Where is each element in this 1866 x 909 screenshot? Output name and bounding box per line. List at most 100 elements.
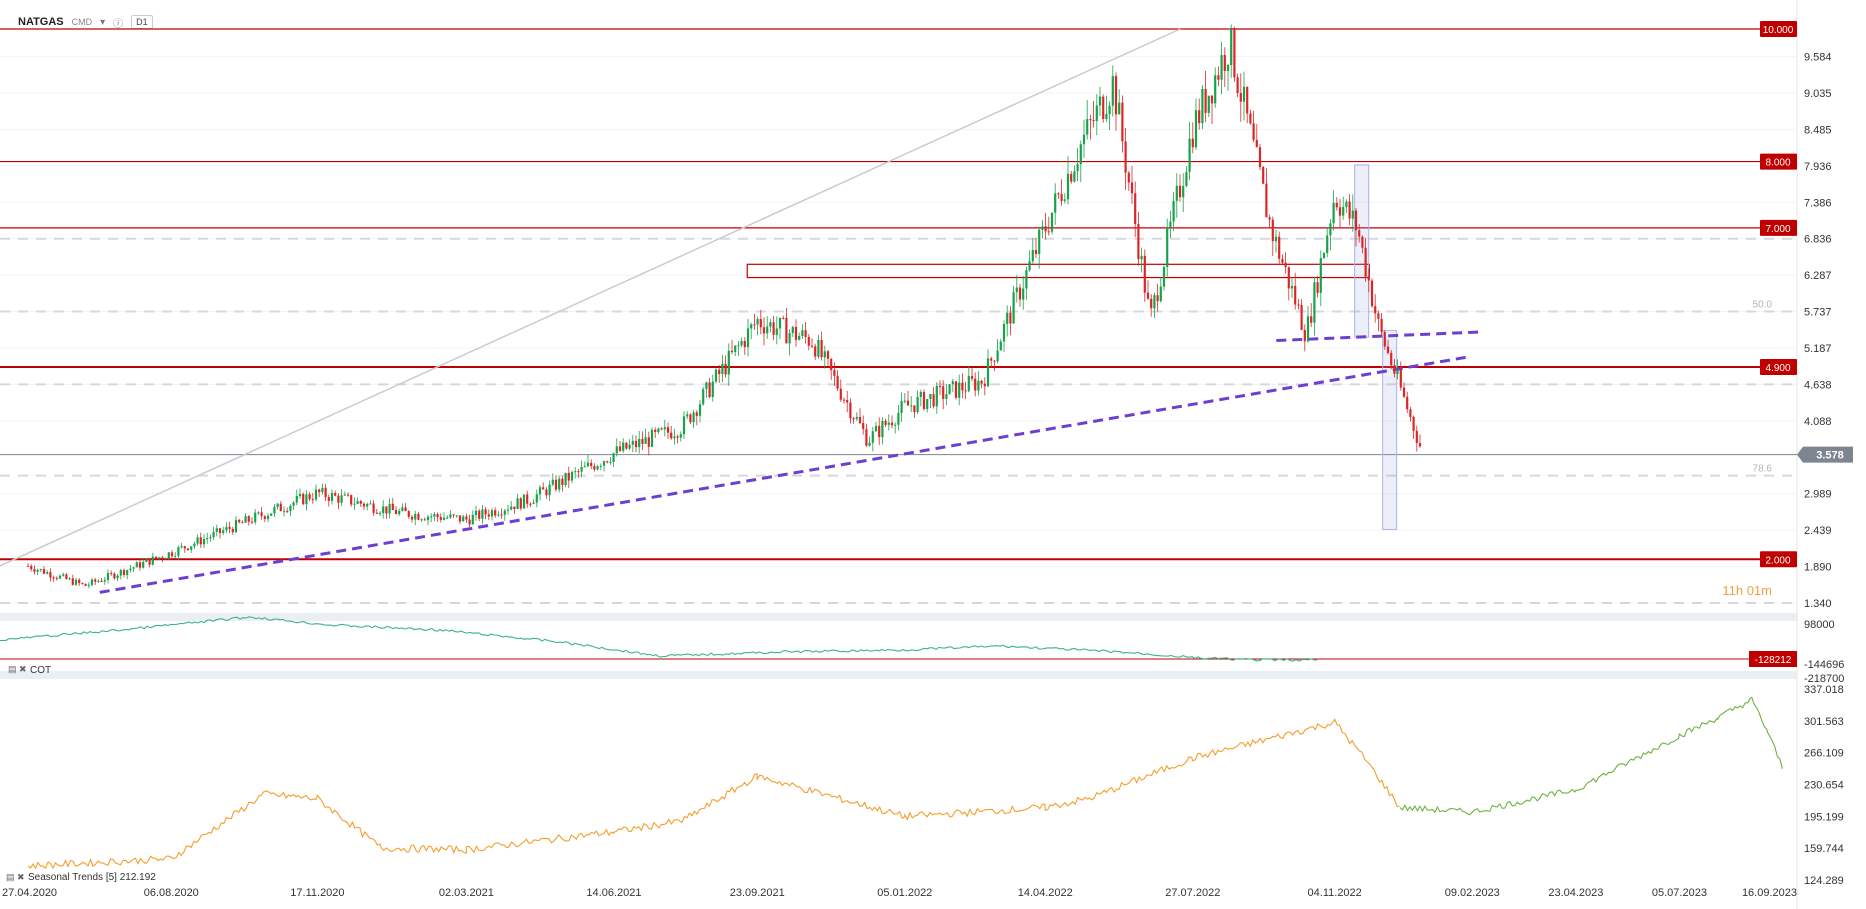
candle-body	[497, 514, 500, 516]
pane-divider	[0, 613, 1797, 621]
indicator-2-tick-label: 266.109	[1804, 748, 1844, 760]
candle-body	[1098, 96, 1102, 106]
candle-body	[1201, 88, 1204, 124]
candle-body	[938, 386, 942, 388]
candle-body	[970, 376, 974, 379]
time-tick-label: 05.01.2022	[877, 887, 932, 899]
candle-body	[529, 503, 532, 505]
time-tick-label: 23.04.2023	[1548, 887, 1603, 899]
candle-body	[535, 494, 538, 503]
candle-body	[1255, 139, 1258, 148]
candle-body	[580, 466, 583, 472]
candle-body	[663, 427, 666, 430]
candle-body	[273, 507, 276, 514]
candle-body	[286, 511, 289, 513]
candle-body	[676, 436, 679, 438]
candle-body	[740, 340, 743, 346]
candle-body	[260, 512, 263, 517]
candle-body	[266, 515, 270, 520]
candle-body	[1188, 138, 1191, 172]
candle-body	[852, 418, 855, 420]
candle-body	[263, 516, 266, 520]
candle-body	[327, 497, 330, 501]
candle-body	[1342, 207, 1345, 216]
candle-body	[1025, 270, 1028, 289]
candle-body	[1172, 200, 1175, 222]
seasonal-trend-line	[1399, 696, 1783, 816]
candle-body	[734, 345, 737, 353]
candle-body	[506, 509, 510, 511]
candle-body	[897, 412, 900, 425]
candle-body	[958, 382, 961, 398]
candle-body	[887, 422, 890, 425]
instrument-type-label: CMD	[71, 17, 93, 27]
candle-body	[1412, 416, 1415, 431]
candle-body	[778, 317, 782, 329]
candle-body	[167, 552, 170, 559]
candle-body	[449, 514, 452, 518]
level-tag	[1760, 219, 1797, 236]
candle-body	[164, 558, 167, 560]
price-tick-label: 7.386	[1804, 197, 1832, 209]
candle-body	[1258, 147, 1262, 168]
candle-body	[1178, 185, 1182, 198]
candle-body	[1329, 223, 1332, 236]
candle-body	[1364, 247, 1367, 277]
current-price-tag	[1797, 446, 1853, 463]
candle-body	[1281, 258, 1284, 263]
candle-body	[1249, 113, 1252, 124]
candle-body	[868, 442, 871, 446]
candle-body	[650, 429, 654, 447]
candle-body	[170, 552, 174, 557]
candle-body	[638, 438, 641, 448]
candle-body	[967, 376, 970, 392]
candle-body	[1210, 95, 1214, 104]
candle-body	[202, 538, 206, 545]
info-icon[interactable]: ⓘ	[113, 18, 124, 30]
candle-body	[126, 570, 129, 575]
candle-body	[1022, 288, 1025, 300]
indicator-controls-icon: ▤ ✖	[8, 664, 27, 674]
candle-body	[430, 516, 433, 518]
candle-body	[394, 509, 398, 515]
symbol-label[interactable]: NATGAS	[18, 16, 64, 28]
indicator-2-tick-label: 230.654	[1804, 779, 1844, 791]
candle-body	[1214, 75, 1217, 104]
candle-body	[977, 380, 980, 391]
indicator-1-level-label: -128212	[1755, 655, 1792, 666]
candle-body	[462, 516, 465, 522]
candle-body	[215, 528, 218, 532]
pane-divider	[0, 671, 1797, 679]
candle-body	[878, 425, 881, 438]
candle-body	[26, 565, 30, 567]
resistance-zone	[746, 263, 1370, 279]
candle-body	[1162, 266, 1166, 287]
candle-body	[1348, 201, 1351, 219]
candle-body	[654, 429, 657, 433]
candle-body	[890, 422, 894, 426]
candle-body	[1361, 236, 1364, 248]
chevron-down-icon[interactable]: ▾	[100, 16, 106, 28]
candle-body	[1012, 292, 1015, 324]
candle-body	[1332, 202, 1335, 224]
candle-body	[1345, 201, 1348, 208]
candle-body	[471, 514, 474, 525]
price-tick-label: 2.439	[1804, 525, 1832, 537]
candle-body	[1303, 329, 1306, 342]
candle-body	[839, 388, 842, 400]
indicator-2-tick-label: 159.744	[1804, 843, 1844, 855]
candle-body	[900, 401, 903, 413]
candle-body	[279, 503, 282, 512]
candle-body	[1130, 182, 1134, 194]
candle-body	[404, 507, 407, 512]
candle-body	[951, 381, 954, 385]
candle-body	[314, 489, 318, 500]
candle-body	[116, 575, 119, 579]
candle-body	[1044, 226, 1047, 232]
candle-body	[311, 499, 314, 501]
candle-body	[270, 513, 273, 516]
candle-body	[993, 360, 996, 362]
candle-body	[737, 345, 740, 347]
candle-body	[30, 565, 33, 570]
